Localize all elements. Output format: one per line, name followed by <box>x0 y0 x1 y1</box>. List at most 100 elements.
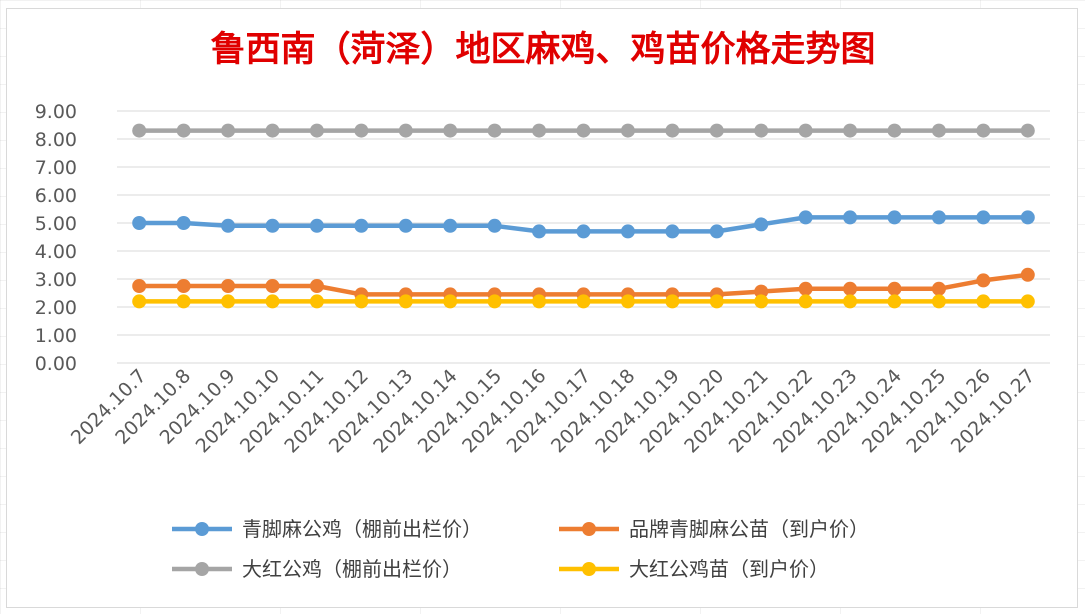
data-point <box>309 123 324 138</box>
legend-item: 青脚麻公鸡（棚前出栏价） <box>172 517 482 541</box>
data-point <box>931 294 946 309</box>
data-point <box>132 279 147 293</box>
data-point <box>843 123 858 138</box>
data-point <box>798 123 813 138</box>
data-point <box>309 279 324 293</box>
data-point <box>309 218 324 233</box>
y-tick-label: 8.00 <box>35 129 77 151</box>
data-point <box>843 281 858 296</box>
data-point <box>931 281 946 296</box>
legend-label: 大红公鸡苗（到户价） <box>629 557 829 581</box>
y-tick-label: 6.00 <box>35 185 77 207</box>
line-chart: 鲁西南（菏泽）地区麻鸡、鸡苗价格走势图 0.00 1.00 2.00 3.00 4.00… <box>35 29 1050 581</box>
series-3 <box>132 123 1035 138</box>
data-point <box>176 294 191 309</box>
data-point <box>532 294 547 309</box>
data-point <box>1020 210 1035 225</box>
legend-label: 品牌青脚麻公苗（到户价） <box>629 517 869 541</box>
legend-swatch-marker <box>195 522 209 536</box>
data-point <box>887 294 902 309</box>
data-point <box>132 294 147 309</box>
legend: 青脚麻公鸡（棚前出栏价） 品牌青脚麻公苗（到户价） 大红公鸡（棚前出栏价） 大红公鸡苗… <box>172 517 869 581</box>
series-4 <box>132 294 1035 309</box>
data-point <box>976 294 991 309</box>
data-point <box>709 224 724 239</box>
y-tick-label: 5.00 <box>35 213 77 235</box>
data-point <box>576 123 591 138</box>
data-point <box>576 224 591 239</box>
data-point <box>709 123 724 138</box>
legend-swatch-marker <box>582 522 596 536</box>
chart-title: 鲁西南（菏泽）地区麻鸡、鸡苗价格走势图 <box>210 29 875 70</box>
data-point <box>132 123 147 138</box>
data-point <box>931 210 946 225</box>
data-point <box>665 123 680 138</box>
series-1 <box>132 210 1035 239</box>
data-point <box>487 294 502 309</box>
data-point <box>798 210 813 225</box>
data-point <box>887 281 902 296</box>
y-tick-label: 4.00 <box>35 241 77 263</box>
data-point <box>976 210 991 225</box>
data-point <box>265 294 280 309</box>
data-point <box>976 123 991 138</box>
data-point <box>176 216 191 230</box>
data-point <box>976 273 991 288</box>
data-point <box>398 123 413 138</box>
data-point <box>620 123 635 138</box>
data-point <box>709 294 724 309</box>
data-point <box>176 279 191 293</box>
y-tick-label: 7.00 <box>35 157 77 179</box>
y-axis-ticks: 0.00 1.00 2.00 3.00 4.00 5.00 6.00 7.00 8.00 9.00 <box>35 101 77 375</box>
data-point <box>221 294 236 309</box>
y-tick-label: 0.00 <box>35 353 77 375</box>
data-point <box>398 218 413 233</box>
data-point <box>931 123 946 138</box>
data-point <box>443 294 458 309</box>
data-point <box>443 123 458 138</box>
data-point <box>532 224 547 239</box>
y-tick-label: 2.00 <box>35 297 77 319</box>
legend-swatch-marker <box>582 562 596 576</box>
legend-label: 青脚麻公鸡（棚前出栏价） <box>242 517 482 541</box>
data-point <box>843 294 858 309</box>
data-point <box>665 294 680 309</box>
legend-item: 品牌青脚麻公苗（到户价） <box>559 517 869 541</box>
data-point <box>754 217 769 232</box>
y-tick-label: 1.00 <box>35 325 77 347</box>
x-axis-ticks: 2024.10.72024.10.82024.10.92024.10.10202… <box>67 365 1040 457</box>
data-point <box>665 224 680 239</box>
data-point <box>309 294 324 309</box>
legend-item: 大红公鸡（棚前出栏价） <box>172 557 462 581</box>
data-point <box>265 123 280 138</box>
data-point <box>443 218 458 233</box>
data-point <box>487 218 502 233</box>
data-point <box>1020 294 1035 309</box>
legend-item: 大红公鸡苗（到户价） <box>559 557 829 581</box>
data-point <box>532 123 547 138</box>
data-point <box>620 224 635 239</box>
data-point <box>754 284 769 299</box>
data-point <box>221 279 236 293</box>
data-point <box>887 210 902 225</box>
data-point <box>798 294 813 309</box>
y-tick-label: 3.00 <box>35 269 77 291</box>
data-point <box>754 294 769 309</box>
data-point <box>221 123 236 138</box>
data-point <box>1020 123 1035 138</box>
data-point <box>265 279 280 293</box>
series-layer <box>132 123 1035 309</box>
data-point <box>265 218 280 233</box>
data-point <box>221 218 236 233</box>
data-point <box>887 123 902 138</box>
data-point <box>843 210 858 225</box>
data-point <box>398 294 413 309</box>
data-point <box>754 123 769 138</box>
chart-frame: 鲁西南（菏泽）地区麻鸡、鸡苗价格走势图 0.00 1.00 2.00 3.00 4.00… <box>6 8 1078 608</box>
legend-swatch-marker <box>195 562 209 576</box>
data-point <box>798 281 813 296</box>
data-point <box>1020 267 1035 282</box>
y-tick-label: 9.00 <box>35 101 77 123</box>
data-point <box>354 123 369 138</box>
legend-label: 大红公鸡（棚前出栏价） <box>242 557 462 581</box>
